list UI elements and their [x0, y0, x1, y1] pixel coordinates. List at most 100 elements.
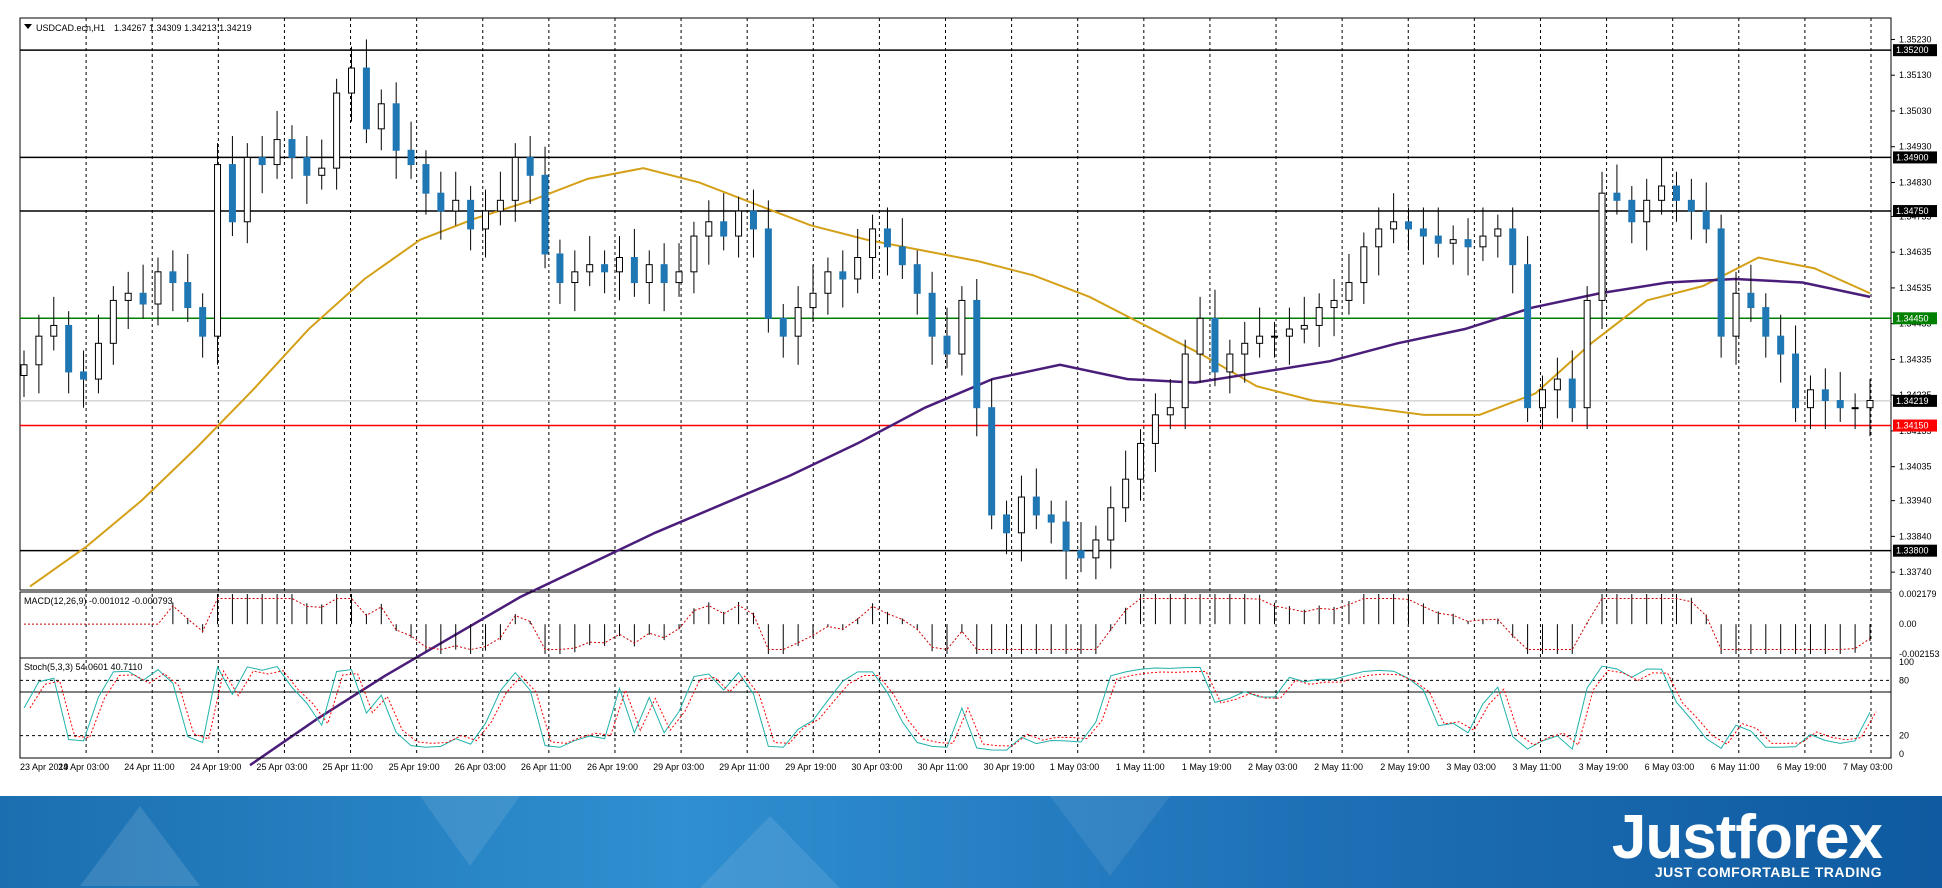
candle-body [1524, 264, 1532, 409]
candle-body [1643, 199, 1651, 223]
time-tick-label: 24 Apr 03:00 [58, 762, 109, 772]
candle-body [928, 292, 936, 337]
level-box-label: 1.34750 [1896, 206, 1929, 216]
time-tick-label: 2 May 03:00 [1248, 762, 1298, 772]
candle-body [1836, 400, 1844, 409]
candle-body [1583, 299, 1591, 409]
stochastic-lines [20, 665, 1891, 751]
level-box-label: 1.34450 [1896, 313, 1929, 323]
candle-body [1375, 228, 1383, 248]
banner-decoration [1050, 796, 1170, 876]
candle-body [1092, 539, 1100, 559]
candle-body [392, 103, 400, 151]
candle-body [1062, 521, 1070, 552]
candle-body [1449, 239, 1457, 244]
level-box [1893, 544, 1937, 557]
candle-body [1047, 514, 1055, 523]
candle-body [1717, 228, 1725, 337]
candlesticks [20, 39, 1874, 580]
stoch-main-line [23, 665, 1871, 751]
candle-body [65, 324, 73, 373]
candle-body [1211, 317, 1219, 373]
candle-body [1241, 342, 1249, 355]
candle-body [1003, 514, 1011, 534]
time-tick-label: 6 May 11:00 [1711, 762, 1760, 772]
candle-body [50, 324, 58, 337]
candle-body [482, 210, 489, 230]
candle-body [1777, 335, 1785, 355]
candle-body [1702, 210, 1710, 230]
time-tick-label: 26 Apr 11:00 [521, 762, 571, 772]
price-tick-label: 1.34535 [1899, 283, 1932, 293]
candle-body [318, 167, 326, 176]
stoch-tick-label: 80 [1899, 675, 1909, 685]
price-tick-label: 1.35230 [1899, 34, 1932, 44]
candle-body [630, 257, 638, 284]
candle-body [1553, 378, 1561, 391]
collapse-triangle-icon[interactable] [24, 24, 32, 29]
candle-body [1196, 317, 1204, 355]
candle-body [94, 342, 102, 380]
candle-body [243, 156, 251, 223]
time-tick-label: 30 Apr 11:00 [918, 762, 968, 772]
candle-body [1434, 235, 1442, 244]
time-tick-label: 30 Apr 19:00 [984, 762, 1035, 772]
ohlc-label: 1.34267 1.34309 1.34213 1.34219 [114, 23, 252, 33]
candle-body [1256, 335, 1264, 344]
candle-body [214, 164, 222, 337]
candle-body [362, 67, 370, 130]
candle-body [794, 307, 802, 337]
candle-body [1315, 307, 1323, 326]
candle-body [601, 264, 609, 273]
price-tick-label: 1.34335 [1899, 354, 1932, 364]
chart-area: 1.35230 1.35130 1.35030 1.34930 1.34830 1.347… [19, 17, 1940, 772]
candle-body [124, 292, 132, 301]
candle-body [615, 257, 623, 273]
price-tick-label: 1.34035 [1899, 462, 1932, 472]
horizontal-levels [20, 49, 1891, 552]
candle-body [35, 335, 43, 366]
candle-body [645, 264, 653, 284]
candle-body [541, 174, 549, 255]
macd-tick-label: 0.002179 [1899, 589, 1937, 599]
level-price-boxes: 1.35200 1.34900 1.34750 1.34450 1.34150 1.338… [1893, 44, 1937, 557]
candle-body [824, 271, 832, 294]
candle-body [1806, 389, 1814, 409]
candle-body [913, 264, 921, 294]
macd-label: MACD(12,26,9) -0.001012 -0.000793 [24, 596, 173, 606]
candle-body [898, 246, 906, 266]
candle-body [1107, 507, 1115, 541]
candle-body [660, 264, 668, 284]
candle-body [1151, 414, 1159, 444]
time-tick-label: 2 May 11:00 [1314, 762, 1363, 772]
time-tick-label: 1 May 03:00 [1050, 762, 1100, 772]
candle-body [749, 210, 757, 230]
candle-body [169, 271, 177, 284]
candle-body [139, 292, 147, 305]
macd-pane [19, 591, 1892, 693]
current-price-label: 1.34219 [1896, 396, 1929, 406]
candle-body [452, 199, 460, 212]
candle-body [526, 156, 534, 176]
candle-body [1613, 192, 1621, 201]
stoch-tick-label: 20 [1899, 731, 1909, 741]
candle-body [228, 164, 236, 223]
candle-body [348, 67, 356, 94]
candle-body [720, 221, 728, 237]
price-tick-label: 1.34830 [1899, 177, 1932, 187]
stoch-label: Stoch(5,3,3) 54.0601 40.7110 [24, 662, 142, 672]
candle-body [1732, 292, 1740, 337]
candle-body [1866, 400, 1874, 409]
candle-body [273, 139, 281, 166]
candle-body [690, 235, 698, 273]
time-tick-label: 3 May 19:00 [1579, 762, 1629, 772]
candle-body [973, 299, 981, 409]
candle-body [883, 228, 891, 248]
price-tick-label: 1.35030 [1899, 106, 1932, 116]
time-tick-label: 1 May 11:00 [1116, 762, 1165, 772]
level-box-label: 1.33800 [1896, 546, 1929, 556]
candle-body [854, 257, 862, 280]
time-tick-label: 6 May 19:00 [1777, 762, 1827, 772]
time-tick-label: 3 May 11:00 [1512, 762, 1561, 772]
